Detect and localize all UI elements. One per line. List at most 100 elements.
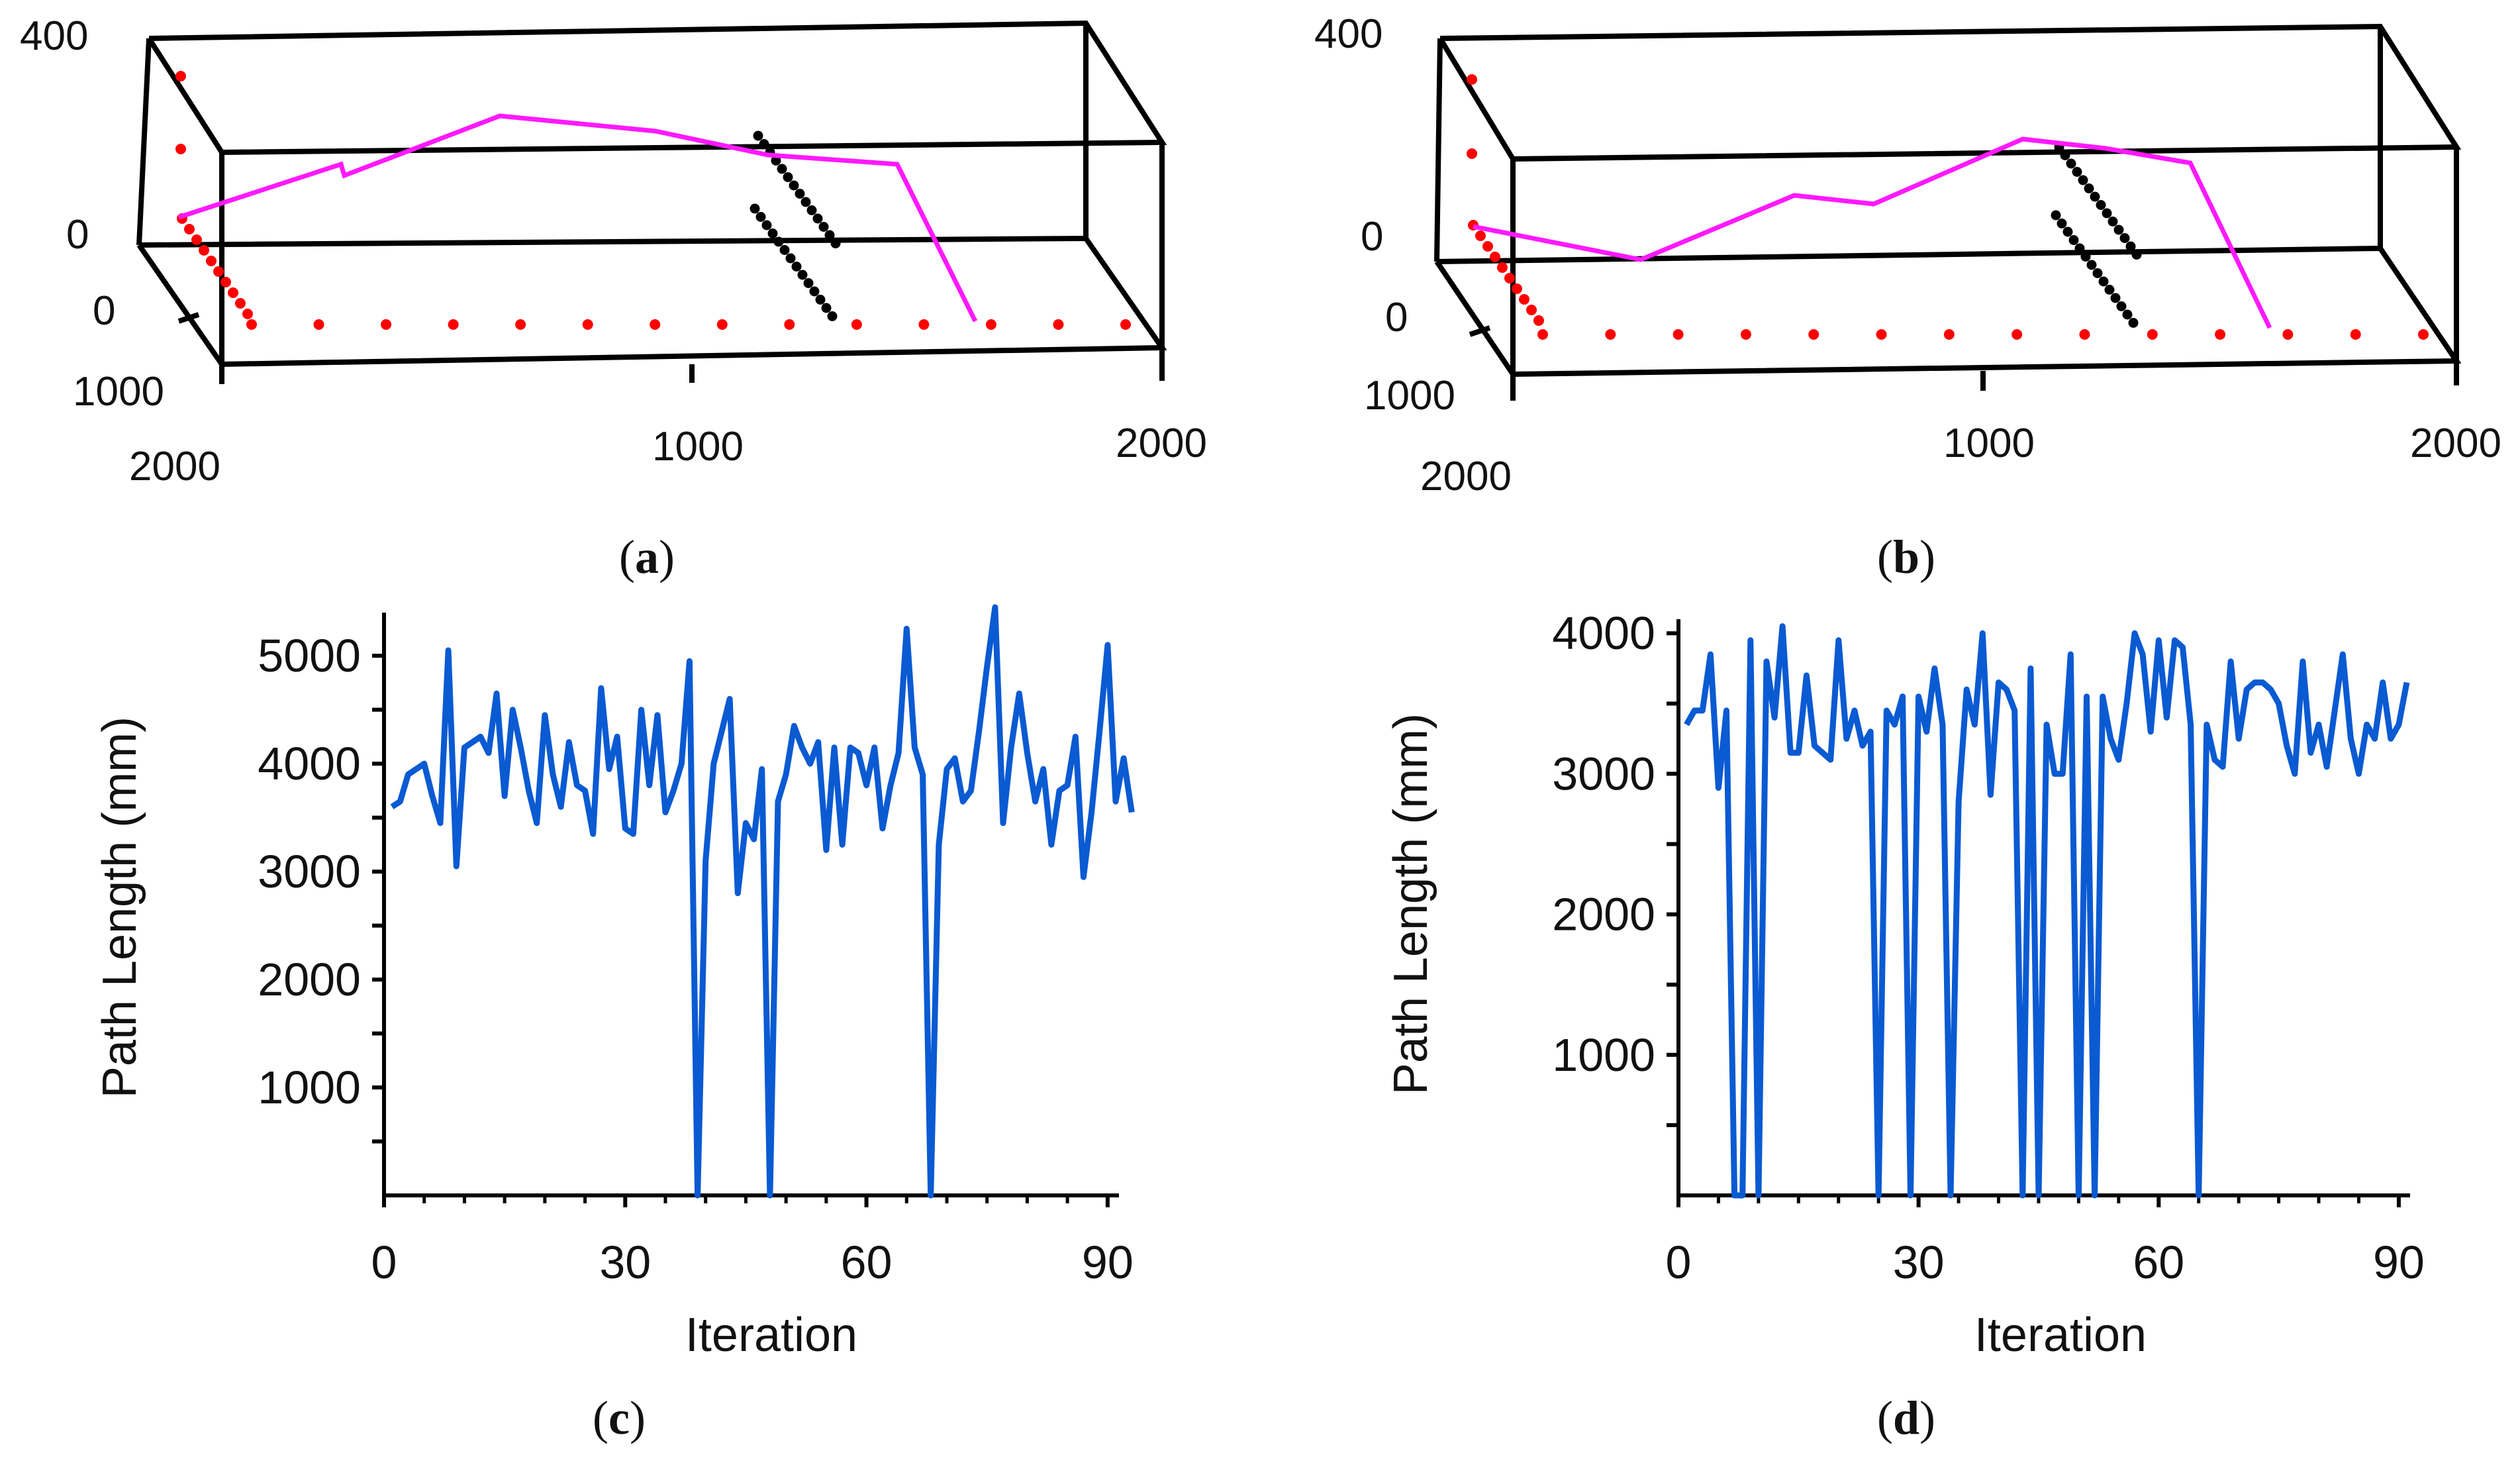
- obstacle-point: [2072, 167, 2082, 177]
- obstacle-points: [750, 130, 841, 321]
- obstacle-point: [2078, 175, 2088, 185]
- red-point: [985, 319, 996, 330]
- red-point: [2350, 329, 2361, 340]
- series-line: [390, 604, 1135, 1199]
- x-tick-label: 90: [2373, 1236, 2425, 1288]
- y-tick-label: 3000: [1552, 748, 1655, 799]
- caption-d: (d): [1877, 1391, 1935, 1444]
- obstacle-point: [2057, 219, 2067, 228]
- red-point: [199, 245, 209, 256]
- red-point: [1740, 329, 1751, 340]
- red-point: [1497, 262, 1508, 273]
- x-tick-label: 30: [599, 1236, 651, 1288]
- x-ticks: 0 30 60 90: [1666, 1195, 2425, 1288]
- y-tick-label: 2000: [1552, 889, 1655, 940]
- x-tick-label: 90: [1082, 1236, 1134, 1288]
- y-tick-label: 4000: [258, 738, 361, 789]
- red-point: [1537, 329, 1548, 340]
- obstacle-point: [779, 245, 790, 255]
- red-point: [1943, 329, 1955, 340]
- obstacle-point: [2116, 301, 2127, 311]
- y-tick-label: 1000: [1552, 1029, 1655, 1081]
- obstacle-point: [750, 203, 760, 214]
- red-points-bottom: [1537, 329, 2429, 340]
- panel-c-line-chart: 1000 2000 3000 4000 5000 0 30 60 90 Iteration P…: [93, 604, 1135, 1444]
- red-point: [246, 319, 257, 330]
- obstacle-point: [2102, 208, 2112, 219]
- y-axis-label: Path Length (mm): [93, 717, 146, 1098]
- obstacle-point: [2125, 241, 2136, 252]
- obstacle-point: [800, 197, 811, 207]
- x-tick-2000: 2000: [1116, 421, 1207, 466]
- red-point: [242, 309, 253, 319]
- obstacle-point: [789, 180, 799, 191]
- y-tick-2000: 2000: [1420, 454, 1512, 499]
- red-points-bottom: [246, 319, 1131, 330]
- red-point: [1876, 329, 1887, 340]
- obstacle-point: [2131, 250, 2142, 260]
- red-point: [448, 319, 459, 330]
- red-point: [1475, 230, 1486, 241]
- obstacle-point: [2098, 276, 2109, 287]
- red-point: [1512, 283, 1522, 294]
- red-points-left: [175, 71, 253, 319]
- obstacle-point: [824, 230, 835, 240]
- red-point: [213, 266, 224, 277]
- obstacle-points: [2051, 142, 2142, 328]
- obstacle-point: [803, 278, 814, 288]
- obstacle-point: [783, 172, 793, 182]
- obstacle-point: [791, 262, 802, 272]
- x-tick-label: 60: [2133, 1236, 2184, 1288]
- red-point: [1672, 329, 1684, 340]
- x-tick-label: 0: [1666, 1236, 1692, 1288]
- red-point: [1605, 329, 1616, 340]
- obstacle-point: [2090, 191, 2100, 202]
- obstacle-point: [815, 295, 826, 305]
- obstacle-point: [771, 156, 781, 166]
- obstacle-point: [785, 253, 796, 264]
- red-point: [191, 234, 202, 245]
- obstacle-point: [806, 205, 817, 215]
- obstacle-point: [827, 311, 838, 321]
- z-tick-0: 0: [1361, 214, 1383, 260]
- obstacle-point: [797, 270, 808, 280]
- red-point: [313, 319, 324, 330]
- x-axis-label: Iteration: [1974, 1309, 2147, 1362]
- red-point: [2215, 329, 2226, 340]
- red-point: [650, 319, 661, 330]
- obstacle-point: [830, 238, 841, 248]
- obstacle-point: [2128, 318, 2139, 328]
- y-tick-label: 1000: [258, 1062, 361, 1113]
- path-line: [1473, 136, 2272, 329]
- x-tick-label: 0: [371, 1236, 397, 1288]
- z-tick-0: 0: [66, 212, 89, 258]
- y-tick-0: 0: [1385, 295, 1408, 340]
- red-point: [716, 319, 728, 330]
- red-point: [220, 277, 231, 287]
- red-point: [1120, 319, 1131, 330]
- red-point: [2147, 329, 2158, 340]
- bounding-box: [136, 20, 1167, 384]
- z-tick-400: 400: [20, 13, 88, 59]
- panel-a-3d-view: 400 0 0 1000 2000 1000 2000 (a): [20, 13, 1207, 583]
- x-tick-label: 30: [1893, 1236, 1945, 1288]
- obstacle-point: [2074, 243, 2085, 254]
- red-point: [582, 319, 593, 330]
- obstacle-point: [2119, 233, 2130, 243]
- obstacle-point: [2110, 293, 2121, 303]
- red-point: [184, 224, 195, 234]
- red-point: [515, 319, 526, 330]
- obstacle-point: [818, 222, 829, 232]
- y-axis-label: Path Length (mm): [1384, 713, 1437, 1095]
- red-point: [2079, 329, 2090, 340]
- obstacle-point: [753, 130, 763, 141]
- obstacle-point: [2084, 183, 2094, 193]
- red-point: [2282, 329, 2294, 340]
- y-ticks: 1000 2000 3000 4000: [1552, 607, 1678, 1127]
- z-tick-400: 400: [1314, 11, 1382, 57]
- obstacle-point: [2113, 225, 2124, 235]
- obstacle-point: [777, 164, 787, 174]
- obstacle-point: [2062, 226, 2073, 237]
- y-tick-label: 4000: [1552, 607, 1655, 659]
